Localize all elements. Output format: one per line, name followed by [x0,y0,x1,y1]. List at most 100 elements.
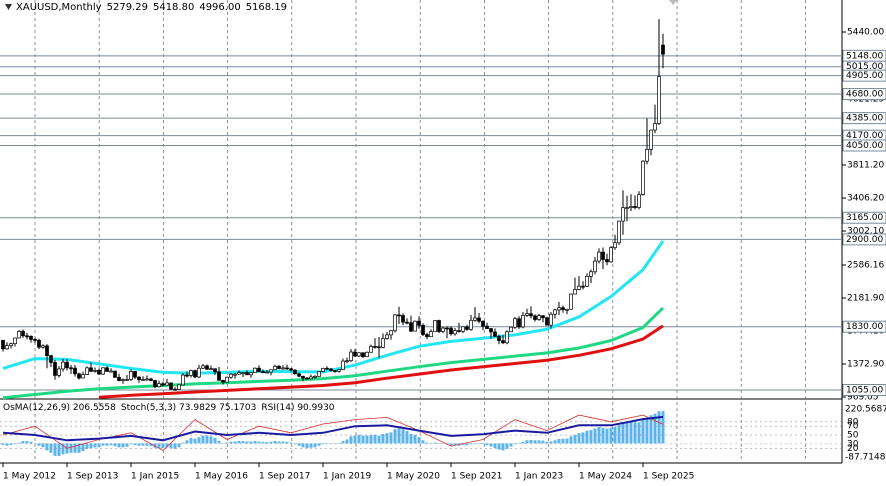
osma-bar [581,432,585,444]
osma-bar [537,440,541,444]
osma-bar [101,443,105,446]
candle-body [317,371,321,377]
candle-body [293,369,297,375]
osma-bar [545,441,549,444]
candle-body [433,320,437,333]
y-tick-label: 2181.90 [847,293,884,303]
candle-body [633,206,637,208]
candle-body [545,317,549,326]
level-label: 5148.00 [846,51,883,61]
osma-bar [653,413,657,444]
x-tick-label: 1 Jan 2019 [323,472,371,482]
level-label: 4680.00 [846,90,883,100]
candle-body [481,320,485,327]
candle-body [149,378,153,381]
osma-bar [241,441,245,444]
osma-bar [477,443,481,444]
candle-body [241,372,245,374]
x-tick-label: 1 May 2016 [195,472,248,482]
osma-bar [433,442,437,444]
y-tick-label: 3811.20 [847,160,884,170]
osma-bar [313,443,317,448]
candle-body [593,260,597,273]
candle-body [629,206,633,208]
osma-bar [501,443,505,451]
osma-bar [629,421,633,444]
osma-bar [485,443,489,446]
osma-bar [113,443,117,447]
candle-body [301,375,305,379]
osma-bar [649,415,653,444]
osma-bar [401,429,405,444]
candle-body [533,315,537,320]
candle-body [445,327,449,330]
osma-bar [637,422,641,444]
osma-bar [197,437,201,444]
candle-body [417,320,421,326]
candle-body [553,309,557,315]
candle-body [93,369,97,372]
candle-body [373,346,377,348]
osma-bar [517,443,521,444]
header-open: 5279.29 [106,2,148,13]
level-label-box [842,211,886,224]
candle-body [129,371,133,380]
osma-bar [233,441,237,444]
osma-bar [41,443,45,448]
candle-body [121,379,125,381]
candle-body [109,370,113,373]
candle-body [89,367,93,372]
candle-body [461,326,465,332]
candle-body [517,318,521,328]
osma-bar [361,435,365,444]
candle-body [353,351,357,357]
candle-body [657,76,661,124]
level-label-box [842,112,886,125]
candle-body [61,361,65,370]
candle-body [361,352,365,357]
osma-bar [185,440,189,444]
candle-body [377,346,381,349]
candle-body [613,242,617,249]
osma-bar [253,441,257,444]
y-tick-label: 3406.20 [847,194,884,204]
osma-bar [373,434,377,444]
osma-bar [285,441,289,444]
osma-bar [17,442,21,444]
candle-body [525,313,529,316]
candle-body [617,220,621,244]
candle-body [505,331,509,344]
osma-bar [337,443,341,444]
osma-bar [321,443,325,445]
osma-bar [77,443,81,453]
candle-body [309,376,313,380]
level-label-box [842,383,886,396]
osma-bar [85,443,89,449]
candle-body [549,313,553,326]
osma-bar [577,433,581,444]
candle-body [57,368,61,376]
candle-body [573,289,577,295]
candle-body [649,129,653,150]
osma-bar [569,436,573,444]
candle-body [601,251,605,260]
osma-bar [585,430,589,444]
osma-bar [533,440,537,444]
candle-body [253,367,257,373]
chart-header: XAUUSD,Monthly 5279.29 5418.80 4996.00 5168.… [16,2,292,13]
candle-body [141,379,145,381]
oscillator-tick-label: 70 [847,422,859,432]
candle-body [469,319,473,330]
symbol: XAUUSD,Monthly [16,2,102,13]
osma-bar [521,441,525,444]
moving-average [98,324,664,399]
osma-bar [341,441,345,444]
candle-body [453,330,457,335]
osma-bar [425,442,429,444]
osma-tick-label: 220.5687 [845,404,886,414]
osma-bar [605,428,609,444]
y-tick-label: 5440.00 [847,28,884,38]
osma-bar [657,411,661,444]
osma-bar [437,443,441,444]
osma-bar [153,443,157,448]
